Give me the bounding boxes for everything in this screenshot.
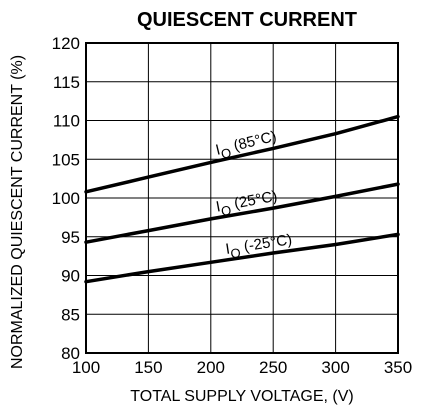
annotation-subscript: Q (229, 245, 241, 261)
tick-labels: 100 150 200 250 300 350 80 85 90 95 100 105 110 115 12… (52, 34, 413, 377)
annotation-base: I (215, 198, 222, 215)
x-tick-label: 200 (197, 358, 225, 377)
series-lines (84, 114, 400, 284)
annotation-base: I (214, 141, 222, 159)
x-tick-label: 150 (134, 358, 162, 377)
annotation-subscript: Q (219, 145, 232, 162)
annotation-base: I (224, 241, 231, 258)
x-tick-label: 350 (384, 358, 412, 377)
x-tick-label: 300 (321, 358, 349, 377)
x-axis-label: TOTAL SUPPLY VOLTAGE, (V) (130, 388, 353, 405)
y-tick-label: 95 (61, 228, 80, 247)
plot-frame (85, 42, 399, 354)
x-tick-label: 250 (259, 358, 287, 377)
y-tick-label: 85 (61, 305, 80, 324)
series-line (84, 114, 400, 194)
y-tick-label: 105 (52, 150, 80, 169)
y-tick-label: 120 (52, 34, 80, 53)
series-annotation-text: IQ (-25°C) (224, 231, 293, 262)
x-tick-label: 100 (72, 358, 100, 377)
y-tick-label: 100 (52, 189, 80, 208)
y-tick-label: 90 (61, 267, 80, 286)
y-tick-label: 110 (53, 112, 80, 131)
series-annotation-text: IQ (85°C) (214, 128, 279, 163)
series-line (84, 182, 400, 244)
y-tick-label: 115 (53, 73, 80, 92)
series-annotation: IQ (-25°C) (224, 231, 293, 262)
series-line (84, 232, 400, 284)
annotation-subscript: Q (220, 202, 233, 219)
chart-title: QUIESCENT CURRENT (137, 9, 357, 31)
y-axis-label: NORMALIZED QUIESCENT CURRENT (%) (9, 55, 26, 369)
series-annotation: IQ (85°C) (214, 128, 279, 163)
series-annotation: IQ (25°C) (215, 188, 280, 220)
y-tick-label: 80 (61, 344, 80, 363)
series-annotation-text: IQ (25°C) (215, 188, 280, 220)
